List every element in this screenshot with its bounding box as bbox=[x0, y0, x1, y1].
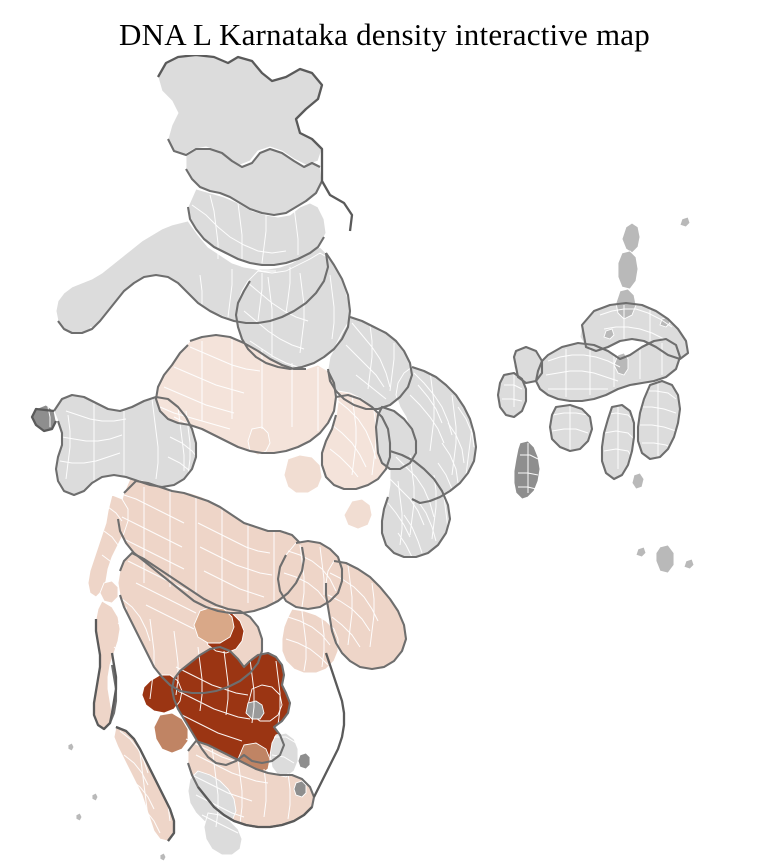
island-middle-andaman[interactable] bbox=[617, 250, 639, 290]
region-puducherry-dot[interactable] bbox=[297, 752, 311, 770]
region-mp-patch-2[interactable] bbox=[247, 426, 271, 456]
island-dot-3[interactable] bbox=[603, 328, 615, 340]
region-karnataka-mid-patch[interactable] bbox=[193, 606, 235, 644]
region-goa[interactable] bbox=[99, 580, 119, 604]
island-lakshadweep-1[interactable] bbox=[67, 742, 75, 752]
island-north-andaman[interactable] bbox=[621, 222, 641, 254]
region-karnataka-cluster-mid[interactable] bbox=[153, 712, 189, 754]
island-dot-4[interactable] bbox=[635, 546, 647, 558]
coastline-outline bbox=[30, 55, 354, 842]
district-boundary-lines bbox=[47, 194, 677, 834]
region-karnataka-coast[interactable] bbox=[93, 600, 121, 730]
island-lakshadweep-4[interactable] bbox=[159, 852, 167, 862]
andaman-nicobar-islands[interactable] bbox=[603, 216, 695, 574]
india-density-map[interactable] bbox=[0, 55, 769, 862]
region-karnataka-cluster-gray-inset[interactable] bbox=[245, 700, 265, 720]
island-dot-5[interactable] bbox=[683, 558, 695, 570]
island-great-nicobar[interactable] bbox=[655, 544, 675, 574]
region-mp-patch-1[interactable] bbox=[283, 454, 323, 494]
island-lakshadweep-3[interactable] bbox=[75, 812, 83, 822]
island-dot-1[interactable] bbox=[679, 216, 691, 228]
region-ap-inland[interactable] bbox=[281, 608, 339, 674]
region-tn-south[interactable] bbox=[203, 812, 243, 856]
island-car-nicobar[interactable] bbox=[631, 472, 645, 490]
region-cg-patch[interactable] bbox=[343, 498, 373, 530]
page-title: DNA L Karnataka density interactive map bbox=[119, 17, 650, 52]
island-lakshadweep-2[interactable] bbox=[91, 792, 99, 802]
region-coast-dot-2[interactable] bbox=[293, 780, 307, 798]
